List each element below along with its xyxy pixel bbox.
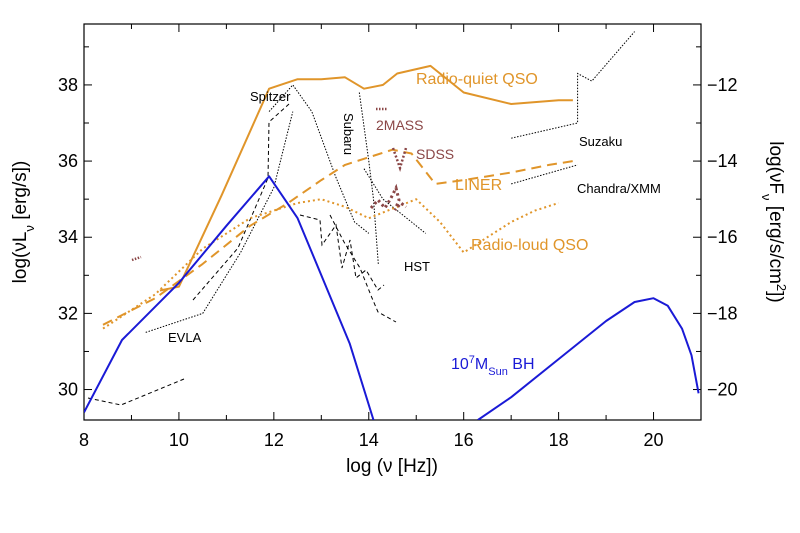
x-tick-label: 8 [79,430,89,450]
photometry-markers [131,107,408,262]
label-subaru: Subaru [341,113,356,155]
label-chandra-xmm: Chandra/XMM [577,181,661,196]
extra-observatory-curves [87,103,397,406]
series-radio-loud-qso [102,198,559,330]
obs-curve-spitzer [268,84,370,234]
spectrum-markers [369,183,407,211]
axis-ticks [83,24,702,420]
x-tick-label: 18 [549,430,569,450]
observatory-curves [145,31,635,333]
y2-tick-label: −20 [707,380,738,400]
obs-curve-hst [363,168,427,234]
y2-tick-label: −14 [707,151,738,171]
y-tick-label: 30 [58,380,78,400]
label-bh: 107MSun BH [451,354,535,378]
mir-survey-curve [299,214,385,291]
series-10-7-m-sun-bh [84,175,375,420]
label-radio-quiet-qso: Radio-quiet QSO [416,71,538,88]
obs-curve-suzaku [511,31,635,139]
label-spitzer: Spitzer [250,89,291,104]
x-tick-label: 20 [644,430,664,450]
label-2mass: 2MASS [376,117,423,133]
label-suzaku: Suzaku [579,134,622,149]
radio-survey-curve [87,378,185,406]
y-axis-title: log(νLν [erg/s]) [10,161,37,284]
obs-curve-evla [145,111,294,333]
series-10-7-m-sun-bh-high-energy- [477,297,700,420]
x-tick-label: 14 [359,430,379,450]
label-radio-loud-qso: Radio-loud QSO [471,237,588,254]
x-axis-title: log (ν [Hz]) [346,456,438,477]
y2-tick-label: −18 [707,303,738,323]
label-liner: LINER [455,177,502,194]
radio-point-marker [131,255,142,262]
y-tick-label: 36 [58,151,78,171]
sed-series [84,64,700,420]
series-radio-quiet-qso [159,64,573,292]
plot-frame [83,23,702,421]
obs-curve-chandra-xmm [511,164,578,185]
y-tick-label: 32 [58,303,78,323]
y2-tick-label: −16 [707,227,738,247]
y2-tick-label: −12 [707,75,738,95]
x-tick-label: 10 [169,430,189,450]
label-hst: HST [404,259,430,274]
y2-axis-title: log(νFν [erg/s/cm2]) [760,141,790,303]
label-evla: EVLA [168,330,202,345]
label-sdss: SDSS [416,146,454,162]
x-tick-label: 12 [264,430,284,450]
sdss-marker [391,147,408,173]
y-tick-label: 38 [58,75,78,95]
y-tick-label: 34 [58,227,78,247]
series-liner [102,148,574,326]
nir-survey-curve [329,214,397,323]
submm-survey-curve [192,103,290,301]
x-tick-label: 16 [454,430,474,450]
axis-tick-labels: 8 10 12 14 16 18 20 30 32 34 36 38 −20 −18 −16 −14 −12 [58,75,738,450]
